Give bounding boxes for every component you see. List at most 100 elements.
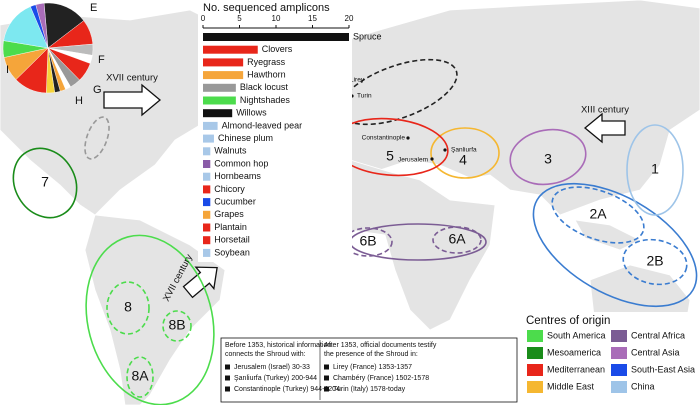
legend-swatch [527, 330, 543, 342]
bar [203, 160, 211, 168]
x-tick-label: 5 [237, 14, 242, 23]
arrow [103, 83, 162, 117]
pie-label: E [90, 2, 97, 14]
bar [203, 185, 211, 194]
region-label: 8A [131, 368, 149, 384]
bar-label: Walnuts [214, 146, 247, 156]
bar-panel [198, 0, 352, 262]
bar [203, 71, 244, 80]
annotation: XVII century [106, 73, 158, 84]
legend-swatch [611, 381, 627, 393]
region-label: 5 [386, 148, 394, 164]
region [622, 238, 688, 286]
bar [203, 121, 218, 130]
region-label: 6B [359, 233, 376, 249]
region-outline [84, 116, 110, 160]
bar-label: Cucumber [214, 196, 256, 206]
pie-label: I [6, 64, 9, 76]
city-label: Turin [357, 93, 372, 100]
note-item: Turin (Italy) 1578-today [333, 386, 406, 393]
legend-swatch [527, 381, 543, 393]
arrow [182, 266, 218, 299]
bar [203, 58, 244, 67]
bar-label: Nightshades [240, 95, 291, 105]
region [626, 124, 684, 216]
axis-title: No. sequenced amplicons [203, 2, 330, 14]
bar-label: Chinese plum [218, 133, 273, 143]
note-item: Constantinople (Turkey) 944-1204 [234, 386, 340, 393]
region-label: 1 [651, 161, 659, 177]
legend-label: Mesoamerica [547, 347, 601, 357]
pie-slice [35, 2, 49, 49]
city-label: Jerusalem [398, 157, 428, 164]
legend-swatch [527, 364, 543, 376]
bar [203, 33, 349, 41]
region-label: 7 [41, 174, 49, 190]
region [126, 356, 154, 398]
pie-chart: E F GH I [2, 2, 105, 107]
pie-slice [3, 6, 49, 49]
note-bullet [324, 375, 329, 381]
bar [203, 248, 211, 257]
legend-swatch [611, 347, 627, 359]
note-bullet [225, 375, 230, 381]
legend-label: Central Asia [631, 347, 680, 357]
region-label: 8 [124, 299, 132, 315]
annotation: XIII century [581, 105, 629, 116]
bar [203, 236, 211, 245]
region-outline [85, 234, 215, 405]
notes-box [220, 337, 518, 403]
bar-label: Common hop [214, 158, 268, 168]
x-tick-label: 20 [345, 14, 354, 23]
bar-label: Clovers [262, 44, 293, 54]
region [432, 226, 482, 254]
region [106, 281, 150, 335]
x-tick-label: 0 [201, 14, 206, 23]
bar-label: Black locust [240, 82, 289, 92]
legend-swatch [527, 347, 543, 359]
bar [203, 83, 236, 92]
legend-swatch [611, 364, 627, 376]
notes: Before 1353, historical information conne… [225, 342, 437, 393]
bar-label: Soybean [214, 247, 250, 257]
region [551, 186, 645, 244]
bar-label: Plantain [214, 222, 247, 232]
region-label: 4 [459, 152, 467, 168]
bar-label: Hawthorn [247, 69, 286, 79]
x-tick-label: 10 [272, 14, 281, 23]
pie-label: F [98, 54, 105, 66]
bar [203, 96, 236, 105]
bar-label: Chicory [214, 184, 245, 194]
legend-panel [520, 312, 700, 405]
region-outline [338, 58, 458, 126]
bar [203, 223, 211, 232]
legend-title: Centres of origin [526, 315, 610, 327]
note-bullet [225, 364, 230, 370]
bar [203, 45, 258, 54]
legend-label: China [631, 381, 655, 391]
region-outline [532, 182, 698, 308]
region [430, 127, 500, 179]
city-dot [443, 148, 447, 152]
note-bullet [225, 386, 230, 392]
note-item: Lirey (France) 1353-1357 [333, 364, 412, 371]
region-label: 2B [646, 253, 663, 269]
note-item: Şanliurfa (Turkey) 200-944 [234, 375, 317, 382]
city-label: Constantinople [362, 135, 406, 142]
bar [203, 109, 233, 118]
note-heading: After 1353, official documents testify [324, 342, 437, 349]
legend-label: South America [547, 330, 606, 340]
legend: Centres of origin South America Mesoameric… [526, 315, 695, 393]
bar-label: Willows [236, 108, 267, 118]
note-item: Chambéry (France) 1502-1578 [333, 375, 429, 382]
note-heading: the presence of the Shroud in: [324, 351, 418, 358]
legend-label: Mediterranean [547, 364, 605, 374]
legend-label: Central Africa [631, 330, 685, 340]
city-label: Lirey [350, 77, 365, 84]
pie-label: H [75, 95, 83, 107]
x-tick-label: 15 [308, 14, 317, 23]
bar [203, 134, 214, 143]
